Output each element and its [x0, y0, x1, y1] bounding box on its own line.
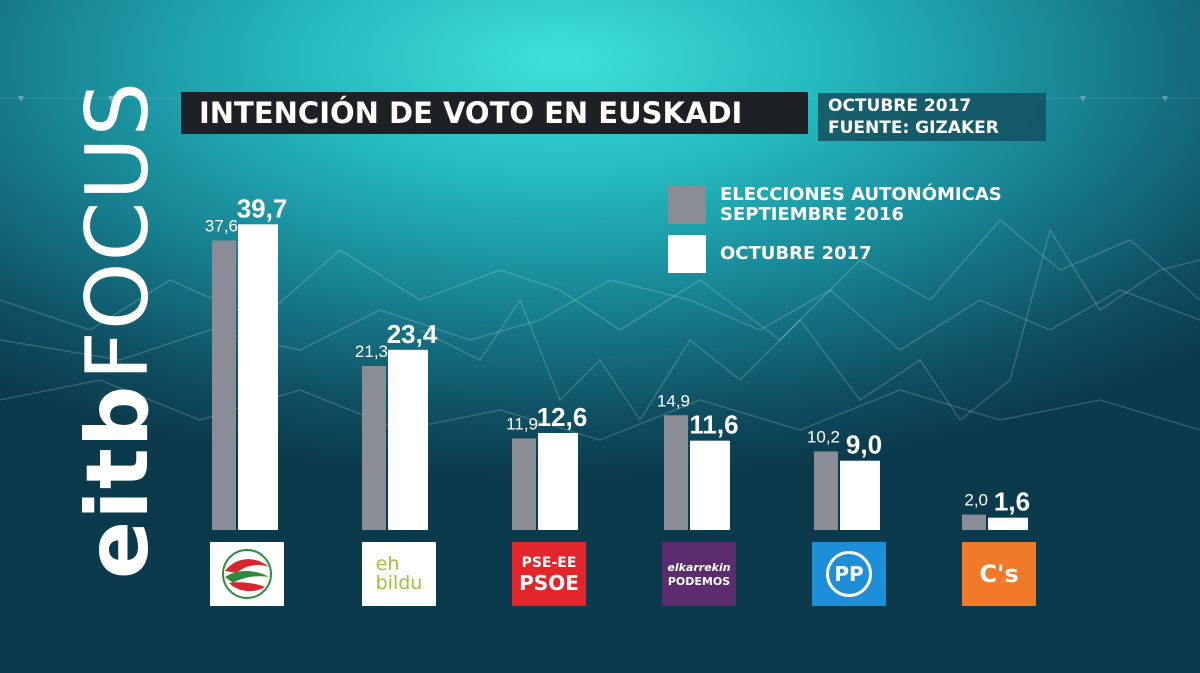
legend-label-2016-line1: ELECCIONES AUTONÓMICAS: [720, 184, 1002, 205]
psoe-logo-line2: PSOE: [519, 570, 579, 595]
legend-label-2016: ELECCIONES AUTONÓMICAS SEPTIEMBRE 2016: [720, 185, 1002, 225]
value-label-bildu-2017: 23,4: [387, 319, 438, 349]
legend-label-2016-line2: SEPTIEMBRE 2016: [720, 204, 904, 225]
party-logo-bildu: eh bildu: [362, 542, 436, 606]
bar-bildu-2016: [362, 365, 386, 530]
party-logo-podemos: elkarrekin PODEMOS: [662, 542, 736, 606]
bar-cs-2016: [962, 514, 986, 530]
legend-item-2017: OCTUBRE 2017: [668, 235, 872, 273]
bildu-logo-line2: bildu: [375, 572, 423, 594]
bildu-logo-text: eh bildu: [376, 555, 423, 593]
bar-bildu-2017: [388, 349, 428, 530]
chart-title: INTENCIÓN DE VOTO EN EUSKADI: [181, 92, 808, 134]
value-label-pnv-2016: 37,6: [205, 216, 238, 235]
value-label-psoe-2016: 11,9: [506, 414, 538, 433]
info-date: OCTUBRE 2017: [828, 96, 972, 116]
legend-label-2017: OCTUBRE 2017: [720, 243, 872, 264]
pp-logo-text: PP: [834, 562, 864, 586]
pnv-swirl-icon: [222, 549, 272, 599]
party-logo-cs: C's: [962, 542, 1036, 606]
bar-pnv-2016: [212, 240, 236, 531]
party-logo-pnv: [210, 542, 284, 606]
legend-swatch-2016: [668, 186, 706, 224]
bar-cs-2017: [988, 517, 1028, 530]
bar-pnv-2017: [238, 224, 278, 530]
podemos-logo-text: elkarrekin PODEMOS: [667, 562, 730, 587]
bar-psoe-2017: [538, 432, 578, 530]
value-label-podemos-2017: 11,6: [689, 410, 738, 440]
psoe-logo-line1: PSE-EE: [521, 554, 577, 571]
value-label-podemos-2016: 14,9: [657, 391, 690, 410]
bar-podemos-2016: [664, 415, 688, 530]
party-logo-psoe: PSE-EE PSOE: [512, 542, 586, 606]
psoe-logo-text: PSE-EE PSOE: [519, 556, 579, 593]
cs-logo-text: C's: [979, 560, 1019, 588]
value-label-bildu-2016: 21,3: [355, 342, 388, 361]
bar-pp-2016: [814, 451, 838, 530]
podemos-logo-line1: elkarrekin: [667, 560, 731, 574]
info-source: FUENTE: GIZAKER: [828, 118, 999, 138]
podemos-logo-line2: PODEMOS: [667, 574, 731, 588]
info-box: OCTUBRE 2017 FUENTE: GIZAKER: [818, 93, 1046, 141]
legend-item-2016: ELECCIONES AUTONÓMICAS SEPTIEMBRE 2016: [668, 185, 1002, 225]
bildu-logo-line1: eh: [375, 553, 400, 575]
bar-pp-2017: [840, 460, 880, 530]
value-label-psoe-2017: 12,6: [537, 402, 588, 432]
value-label-pp-2017: 9,0: [846, 430, 882, 460]
value-label-pp-2016: 10,2: [807, 427, 840, 446]
party-logo-pp: PP: [812, 542, 886, 606]
value-label-cs-2017: 1,6: [994, 487, 1030, 517]
pp-bird-icon: PP: [826, 551, 872, 597]
value-label-pnv-2017: 39,7: [237, 193, 288, 223]
legend-swatch-2017: [668, 235, 706, 273]
bar-psoe-2016: [512, 438, 536, 530]
bar-podemos-2017: [690, 440, 730, 530]
value-label-cs-2016: 2,0: [964, 491, 988, 510]
